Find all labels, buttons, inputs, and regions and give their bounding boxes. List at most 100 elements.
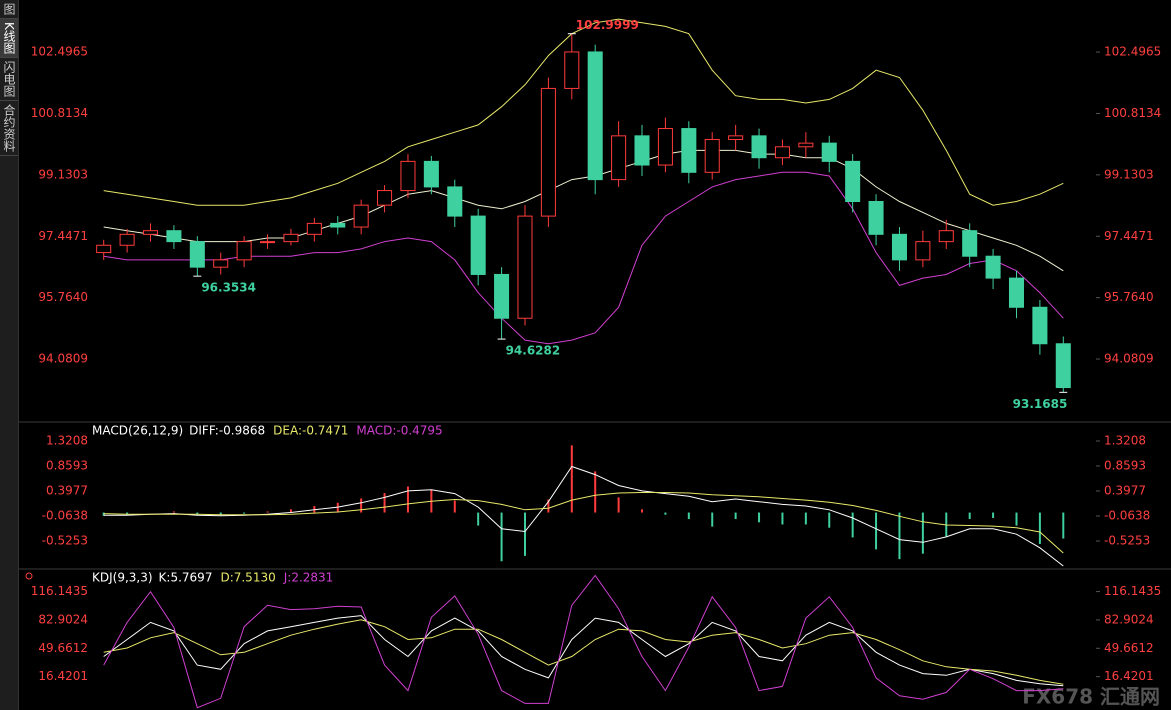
- y-tick-label: 102.4965: [31, 45, 88, 59]
- line: [103, 574, 1064, 709]
- y-tick-label: 16.4201: [1104, 669, 1154, 683]
- y-tick-label: 49.6612: [38, 641, 88, 655]
- y-tick-label: 97.4471: [38, 229, 88, 243]
- candle-body: [166, 230, 182, 243]
- candle-body: [1032, 306, 1048, 345]
- watermark: FX678 汇通网: [1022, 685, 1160, 709]
- tab[interactable]: 图: [0, 0, 18, 19]
- candle-body: [306, 222, 322, 235]
- candle-body: [96, 244, 112, 254]
- candle-body: [891, 233, 907, 261]
- annotation: 94.6282: [506, 344, 561, 358]
- panel-title: KDJ(9,3,3): [92, 571, 153, 585]
- candle-body: [868, 201, 884, 235]
- y-tick-label: 16.4201: [38, 669, 88, 683]
- candle-body: [517, 215, 533, 319]
- candle-body: [611, 135, 627, 181]
- y-tick-label: 95.7640: [38, 290, 88, 304]
- panel-title: MACD(26,12,9): [92, 424, 183, 438]
- line: [103, 619, 1064, 685]
- legend-label: DEA:-0.7471: [273, 424, 348, 438]
- y-tick-label: -0.5253: [1104, 534, 1150, 548]
- candle-body: [657, 128, 673, 166]
- candle-body: [985, 255, 1001, 279]
- y-tick-label: 94.0809: [1104, 352, 1154, 366]
- y-tick-label: 1.3208: [46, 434, 88, 448]
- legend-label: MACD:-0.4795: [356, 424, 442, 438]
- candle-body: [377, 190, 393, 206]
- legend-label: D:7.5130: [220, 571, 275, 585]
- candle-body: [470, 215, 486, 275]
- y-tick-label: 49.6612: [1104, 641, 1154, 655]
- y-tick-label: 82.9024: [1104, 612, 1154, 626]
- settings-icon[interactable]: [25, 572, 33, 580]
- candle-body: [845, 160, 861, 203]
- legend-label: DIFF:-0.9868: [189, 424, 265, 438]
- candle-body: [260, 241, 276, 244]
- candle-body: [634, 135, 650, 166]
- candle-body: [1008, 277, 1025, 308]
- candle-body: [189, 241, 205, 268]
- y-tick-label: 116.1435: [31, 584, 88, 598]
- candle-body: [681, 128, 697, 173]
- candle-body: [938, 230, 954, 243]
- candle-body: [400, 160, 416, 192]
- candle-body: [540, 87, 556, 217]
- candle-body: [821, 142, 837, 162]
- candle-body: [1055, 343, 1071, 389]
- candle-body: [236, 241, 252, 261]
- annotation: 96.3534: [201, 281, 256, 295]
- candle-body: [751, 135, 767, 159]
- candle-body: [774, 146, 790, 159]
- y-tick-label: 97.4471: [1104, 229, 1154, 243]
- line: [103, 465, 1064, 567]
- candle-body: [423, 160, 439, 188]
- candle-body: [447, 186, 463, 217]
- y-tick-label: 0.8593: [46, 459, 88, 473]
- y-tick-label: 1.3208: [1104, 434, 1146, 448]
- y-tick-label: 102.4965: [1104, 45, 1161, 59]
- y-tick-label: 100.8134: [31, 106, 88, 120]
- candle-body: [213, 259, 229, 268]
- candle-body: [119, 233, 135, 246]
- candle-body: [728, 135, 744, 140]
- y-tick-label: -0.5253: [42, 534, 88, 548]
- candle-body: [142, 230, 159, 235]
- candle-body: [494, 273, 510, 319]
- y-tick-label: 94.0809: [38, 352, 88, 366]
- y-tick-label: -0.0638: [42, 509, 88, 523]
- candle-body: [353, 204, 369, 228]
- tab[interactable]: K线图: [0, 19, 18, 58]
- line: [103, 149, 1064, 272]
- y-tick-label: 116.1435: [1104, 584, 1161, 598]
- candle-body: [798, 142, 814, 148]
- line: [103, 171, 1064, 345]
- legend-label: K:5.7697: [159, 571, 213, 585]
- tab[interactable]: 合约资料: [0, 101, 18, 156]
- y-tick-label: -0.0638: [1104, 509, 1150, 523]
- sidebar: 图 K线图 闪电图 合约资料: [0, 0, 19, 710]
- candle-body: [704, 138, 720, 173]
- y-tick-label: 0.3977: [46, 484, 88, 498]
- annotation: 93.1685: [1013, 397, 1068, 411]
- y-tick-label: 95.7640: [1104, 290, 1154, 304]
- y-tick-label: 0.3977: [1104, 484, 1146, 498]
- y-tick-label: 99.1303: [1104, 167, 1154, 181]
- y-tick-label: 99.1303: [38, 167, 88, 181]
- annotation: 102.9999: [576, 18, 639, 32]
- candle-body: [330, 222, 346, 228]
- y-tick-label: 82.9024: [38, 612, 88, 626]
- y-tick-label: 100.8134: [1104, 106, 1161, 120]
- line: [103, 615, 1064, 687]
- tab[interactable]: 闪电图: [0, 58, 18, 101]
- line: [103, 492, 1064, 554]
- line: [103, 18, 1064, 206]
- candle-body: [962, 230, 978, 257]
- candle-body: [587, 51, 603, 181]
- candle-body: [283, 233, 299, 243]
- legend-label: J:2.2831: [283, 571, 334, 585]
- candle-body: [564, 51, 580, 89]
- candle-body: [915, 241, 931, 261]
